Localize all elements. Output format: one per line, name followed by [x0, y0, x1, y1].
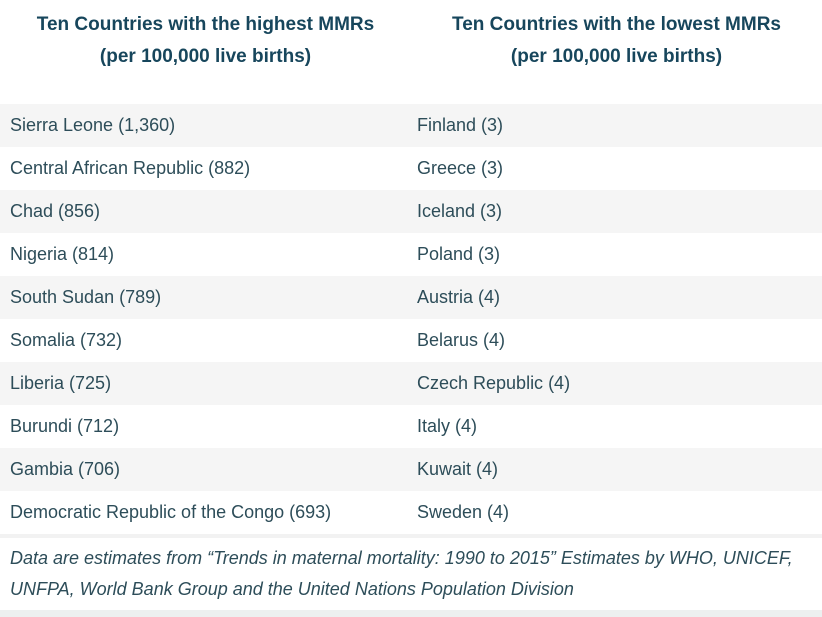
country-mmr-cell: Gambia (706) [10, 459, 121, 479]
table-row: Chad (856) Iceland (3) [0, 190, 822, 233]
lowest-mmr-column-header: Ten Countries with the lowest MMRs (per … [411, 0, 822, 104]
country-mmr-cell: Iceland (3) [417, 201, 503, 221]
table-row: Sierra Leone (1,360) Finland (3) [0, 104, 822, 147]
header-row: Ten Countries with the highest MMRs (per… [0, 0, 822, 104]
country-mmr-cell: Sweden (4) [417, 502, 510, 522]
table-row: Democratic Republic of the Congo (693) Sw… [0, 491, 822, 534]
highest-mmr-header-subtitle: (per 100,000 live births) [99, 46, 312, 67]
table-row: Somalia (732) Belarus (4) [0, 319, 822, 362]
country-mmr-cell: Czech Republic (4) [417, 373, 571, 393]
table-footer-note: Data are estimates from “Trends in mater… [0, 534, 822, 610]
table-row: Central African Republic (882) Greece (3) [0, 147, 822, 190]
country-mmr-cell: Greece (3) [417, 158, 504, 178]
highest-mmr-column-header: Ten Countries with the highest MMRs (per… [0, 0, 411, 104]
table-row: South Sudan (789) Austria (4) [0, 276, 822, 319]
country-mmr-cell: Chad (856) [10, 201, 101, 221]
country-mmr-cell: South Sudan (789) [10, 287, 162, 307]
country-mmr-cell: Burundi (712) [10, 416, 120, 436]
mmr-table-body: Sierra Leone (1,360) Finland (3) Central A… [0, 104, 822, 534]
table-row: Burundi (712) Italy (4) [0, 405, 822, 448]
country-mmr-cell: Italy (4) [417, 416, 478, 436]
country-mmr-cell: Liberia (725) [10, 373, 112, 393]
lowest-mmr-header-title: Ten Countries with the lowest MMRs [452, 14, 781, 35]
highest-mmr-header-title: Ten Countries with the highest MMRs [36, 14, 375, 35]
country-mmr-cell: Somalia (732) [10, 330, 123, 350]
country-mmr-cell: Nigeria (814) [10, 244, 115, 264]
table-row: Liberia (725) Czech Republic (4) [0, 362, 822, 405]
country-mmr-cell: Poland (3) [417, 244, 501, 264]
bottom-divider [0, 610, 822, 617]
mmr-table: Ten Countries with the highest MMRs (per… [0, 0, 822, 534]
mmr-table-header: Ten Countries with the highest MMRs (per… [0, 0, 822, 104]
country-mmr-cell: Austria (4) [417, 287, 501, 307]
country-mmr-cell: Sierra Leone (1,360) [10, 115, 176, 135]
country-mmr-cell: Kuwait (4) [417, 459, 499, 479]
table-row: Gambia (706) Kuwait (4) [0, 448, 822, 491]
country-mmr-cell: Finland (3) [417, 115, 504, 135]
table-row: Nigeria (814) Poland (3) [0, 233, 822, 276]
country-mmr-cell: Central African Republic (882) [10, 158, 251, 178]
country-mmr-cell: Belarus (4) [417, 330, 506, 350]
lowest-mmr-header-subtitle: (per 100,000 live births) [510, 46, 723, 67]
country-mmr-cell: Democratic Republic of the Congo (693) [10, 502, 332, 522]
